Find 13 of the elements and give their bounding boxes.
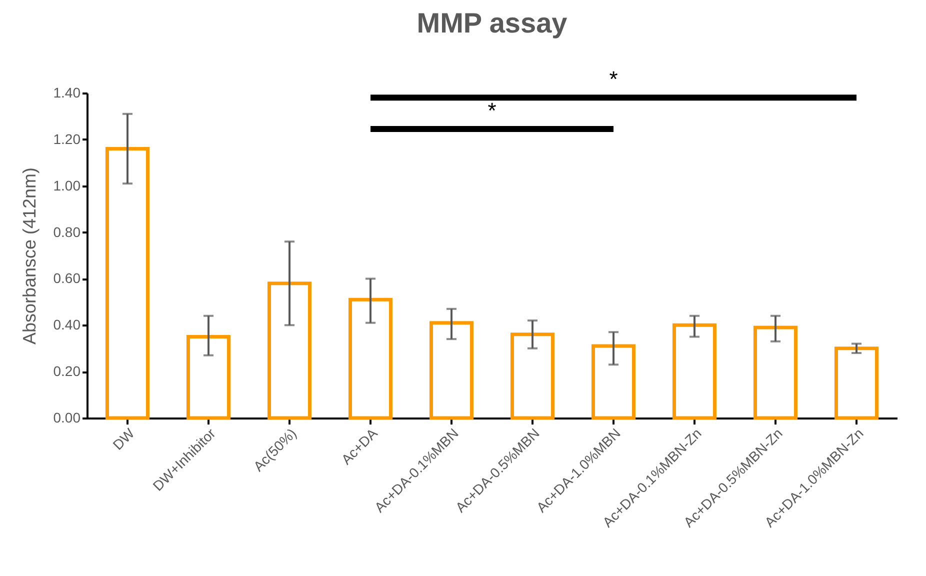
- y-tick-label: 0.20: [53, 363, 81, 380]
- annotation: *: [488, 98, 497, 123]
- y-tick-label: 0.60: [53, 270, 81, 286]
- y-tick-label: 0.00: [53, 410, 81, 426]
- y-tick-label: 1.40: [53, 84, 81, 100]
- y-tick-label: 1.00: [53, 177, 81, 194]
- y-tick-label: 0.40: [53, 316, 81, 333]
- y-axis-title: Absorbansce (412nm): [19, 167, 40, 345]
- x-tick-label: DW: [110, 424, 138, 453]
- chart-title: MMP assay: [416, 8, 568, 39]
- y-tick-label: 0.80: [53, 224, 81, 240]
- text: *: [609, 66, 618, 92]
- y-tick-label: 1.20: [53, 130, 81, 147]
